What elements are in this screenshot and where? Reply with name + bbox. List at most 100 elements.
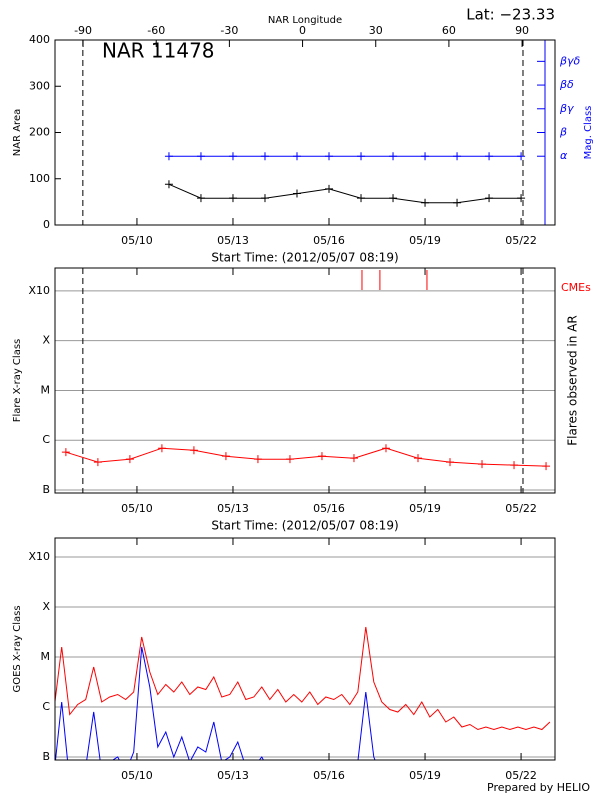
marker [517,152,526,161]
y-tick-label: X [42,334,50,347]
x2-tick-label: 90 [515,24,529,37]
marker [157,444,166,453]
x-tick-label: 05/16 [313,769,345,782]
x-tick-label: 05/10 [121,769,153,782]
marker [228,194,237,203]
series-line [55,626,551,731]
series-line [168,183,522,204]
annotation: Lat: −23.33 [466,6,555,24]
marker [61,448,70,457]
y2-tick-label: βγδ [559,54,581,67]
marker [357,194,366,203]
plot-frame [54,267,556,494]
marker [325,184,334,193]
x-label: Start Time: (2012/05/07 08:19) [211,251,398,265]
x-tick-label: 05/19 [409,769,441,782]
footer: Prepared by HELIO [487,781,590,794]
marker [317,452,326,461]
marker [292,152,301,161]
y-tick-label: B [42,483,50,496]
marker [478,460,487,469]
x2-tick-label: -30 [220,24,238,37]
y-tick-label: 400 [29,33,50,46]
marker [164,152,173,161]
marker [510,461,519,470]
plot-frame [54,39,556,226]
series-group [164,152,526,207]
y-label: NAR Area [12,109,23,156]
panel-title: NAR 11478 [102,39,215,63]
y-tick-label: X [42,600,50,613]
y2-tick-label: α [560,149,568,162]
y-label: Flare X-ray Class [12,339,23,423]
y2-label: Flares observed in AR [566,315,580,445]
marker [453,198,462,207]
y-tick-label: M [41,383,51,396]
x-tick-label: 05/10 [121,234,153,247]
x-tick-label: 05/13 [217,769,249,782]
y-tick-label: C [42,700,50,713]
marker [164,180,173,189]
marker [421,198,430,207]
y-tick-label: M [41,650,51,663]
marker [485,194,494,203]
marker [421,152,430,161]
marker [542,462,551,471]
x-tick-label: 05/10 [121,502,153,515]
y-tick-label: X10 [28,284,50,297]
x-tick-label: 05/19 [409,502,441,515]
x-tick-label: 05/19 [409,234,441,247]
y2-tick-label: βδ [559,78,574,91]
marker [253,455,262,464]
marker [221,452,230,461]
y-tick-label: B [42,750,50,763]
y-tick-label: 0 [43,218,50,231]
marker [389,152,398,161]
x-tick-label: 05/16 [313,234,345,247]
x2-tick-label: 30 [369,24,383,37]
marker [446,458,455,467]
marker [285,455,294,464]
marker [357,152,366,161]
x2-tick-label: -60 [147,24,165,37]
y-tick-label: 300 [29,79,50,92]
y2-label: Mag. Class [583,106,594,160]
y-label: GOES X-ray Class [12,605,23,692]
x-tick-label: 05/16 [313,502,345,515]
marker [485,152,494,161]
marker [260,194,269,203]
marker [517,194,526,203]
marker [381,444,390,453]
y-tick-label: X10 [28,550,50,563]
x2-tick-label: -90 [74,24,92,37]
y2-tick-label: β [559,126,567,139]
plot-frame [54,537,556,761]
marker [260,152,269,161]
x2-label: NAR Longitude [268,15,342,26]
y-tick-label: 200 [29,126,50,139]
series-line [55,646,376,760]
event-label: CMEs [561,281,591,294]
series-line [65,447,547,467]
x2-tick-label: 60 [442,24,456,37]
x-tick-label: 05/22 [505,502,537,515]
marker [349,454,358,463]
series-group [61,444,551,471]
series-group [55,626,551,760]
x2-tick-label: 0 [299,24,306,37]
marker [196,152,205,161]
marker [389,194,398,203]
marker [325,152,334,161]
y-tick-label: 100 [29,172,50,185]
marker [228,152,237,161]
x-tick-label: 05/22 [505,769,537,782]
x-label: Start Time: (2012/05/07 08:19) [211,519,398,533]
y2-tick-label: βγ [559,102,574,115]
y-tick-label: C [42,433,50,446]
x-tick-label: 05/13 [217,234,249,247]
marker [453,152,462,161]
marker [125,455,134,464]
x-tick-label: 05/13 [217,502,249,515]
x-tick-label: 05/22 [505,234,537,247]
